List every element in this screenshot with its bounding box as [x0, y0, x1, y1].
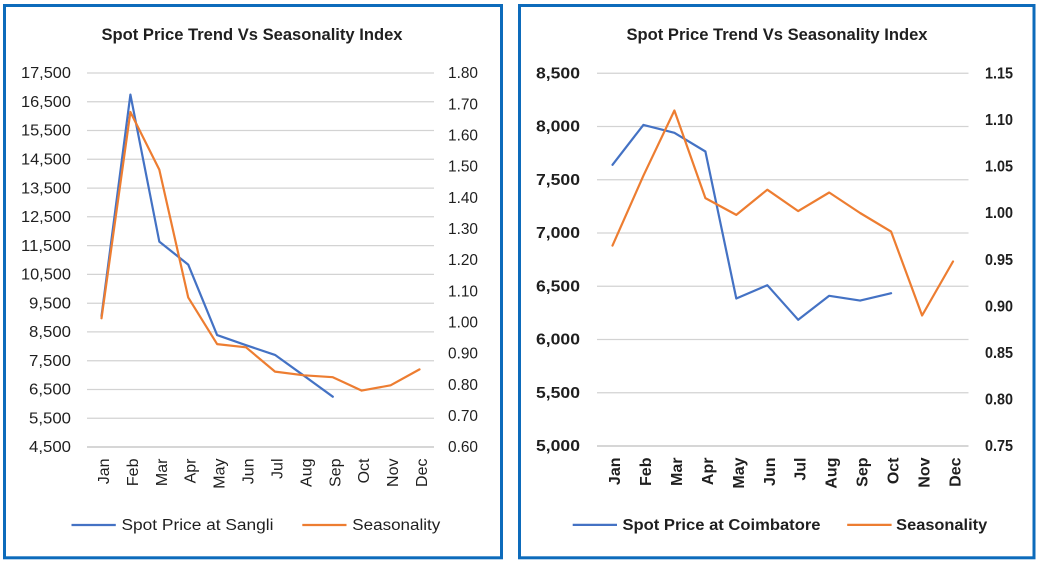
- svg-text:Oct: Oct: [356, 458, 373, 483]
- svg-text:Jan: Jan: [96, 459, 113, 485]
- svg-text:Sep: Sep: [855, 457, 872, 487]
- svg-text:8,500: 8,500: [536, 65, 580, 82]
- svg-text:Spot Price Trend Vs Seasonalit: Spot Price Trend Vs Seasonality Index: [102, 25, 404, 44]
- svg-text:0.80: 0.80: [448, 377, 478, 394]
- svg-text:8,000: 8,000: [536, 119, 580, 136]
- svg-text:0.90: 0.90: [985, 298, 1013, 315]
- svg-text:9,500: 9,500: [29, 295, 71, 312]
- svg-text:0.60: 0.60: [448, 439, 478, 456]
- svg-text:6,500: 6,500: [29, 382, 71, 399]
- svg-text:1.60: 1.60: [448, 128, 478, 145]
- svg-text:May: May: [731, 457, 748, 488]
- svg-text:1.00: 1.00: [985, 205, 1013, 222]
- svg-text:1.30: 1.30: [448, 221, 478, 238]
- svg-text:6,500: 6,500: [536, 278, 580, 295]
- svg-text:Jun: Jun: [241, 459, 258, 485]
- svg-text:0.75: 0.75: [985, 438, 1013, 455]
- svg-text:Aug: Aug: [824, 458, 841, 489]
- svg-text:10,500: 10,500: [21, 267, 71, 284]
- svg-text:1.05: 1.05: [985, 159, 1013, 176]
- svg-text:Mar: Mar: [669, 458, 686, 486]
- svg-text:Feb: Feb: [638, 457, 655, 486]
- svg-text:Spot Price Trend Vs Seasonalit: Spot Price Trend Vs Seasonality Index: [627, 25, 929, 44]
- svg-text:Nov: Nov: [917, 457, 934, 487]
- svg-text:8,500: 8,500: [29, 324, 71, 341]
- svg-text:Mar: Mar: [154, 458, 171, 486]
- svg-text:1.00: 1.00: [448, 315, 478, 332]
- svg-text:Apr: Apr: [183, 458, 200, 484]
- svg-text:5,500: 5,500: [29, 410, 71, 427]
- svg-text:1.70: 1.70: [448, 96, 478, 113]
- svg-text:1.10: 1.10: [985, 112, 1013, 129]
- svg-text:Nov: Nov: [385, 459, 402, 487]
- svg-text:Seasonality: Seasonality: [896, 517, 987, 534]
- svg-text:Dec: Dec: [948, 457, 965, 486]
- svg-text:Jun: Jun: [762, 458, 779, 486]
- svg-text:5,500: 5,500: [536, 385, 580, 402]
- svg-text:6,000: 6,000: [536, 332, 580, 349]
- svg-text:Spot Price at Coimbatore: Spot Price at Coimbatore: [623, 517, 821, 534]
- svg-text:4,500: 4,500: [29, 439, 71, 456]
- svg-text:Jul: Jul: [270, 459, 287, 479]
- svg-text:0.80: 0.80: [985, 392, 1013, 409]
- svg-text:5,000: 5,000: [536, 438, 580, 455]
- svg-text:1.15: 1.15: [985, 65, 1013, 82]
- svg-text:Feb: Feb: [125, 458, 142, 486]
- svg-text:Sep: Sep: [327, 458, 344, 487]
- svg-text:14,500: 14,500: [21, 152, 71, 169]
- svg-text:Apr: Apr: [700, 458, 717, 486]
- svg-text:1.20: 1.20: [448, 252, 478, 269]
- svg-text:1.80: 1.80: [448, 65, 478, 82]
- svg-text:1.40: 1.40: [448, 190, 478, 207]
- svg-text:0.90: 0.90: [448, 346, 478, 363]
- svg-text:Aug: Aug: [298, 459, 315, 487]
- svg-text:Seasonality: Seasonality: [352, 517, 440, 534]
- svg-text:7,500: 7,500: [536, 172, 580, 189]
- svg-text:Spot Price at Sangli: Spot Price at Sangli: [122, 517, 274, 534]
- svg-text:17,500: 17,500: [21, 65, 71, 82]
- svg-text:12,500: 12,500: [21, 209, 71, 226]
- svg-text:May: May: [212, 459, 229, 489]
- svg-text:13,500: 13,500: [21, 180, 71, 197]
- svg-text:1.50: 1.50: [448, 159, 478, 176]
- svg-text:Oct: Oct: [886, 457, 903, 484]
- svg-text:Jul: Jul: [793, 458, 810, 481]
- svg-text:1.10: 1.10: [448, 283, 478, 300]
- svg-text:Jan: Jan: [607, 458, 624, 486]
- svg-text:0.70: 0.70: [448, 408, 478, 425]
- svg-text:0.95: 0.95: [985, 252, 1013, 269]
- svg-text:7,500: 7,500: [29, 353, 71, 370]
- svg-text:15,500: 15,500: [21, 123, 71, 140]
- svg-text:Dec: Dec: [414, 459, 431, 487]
- svg-text:16,500: 16,500: [21, 94, 71, 111]
- svg-text:0.85: 0.85: [985, 345, 1013, 362]
- svg-text:7,000: 7,000: [536, 225, 580, 242]
- svg-text:11,500: 11,500: [21, 238, 71, 255]
